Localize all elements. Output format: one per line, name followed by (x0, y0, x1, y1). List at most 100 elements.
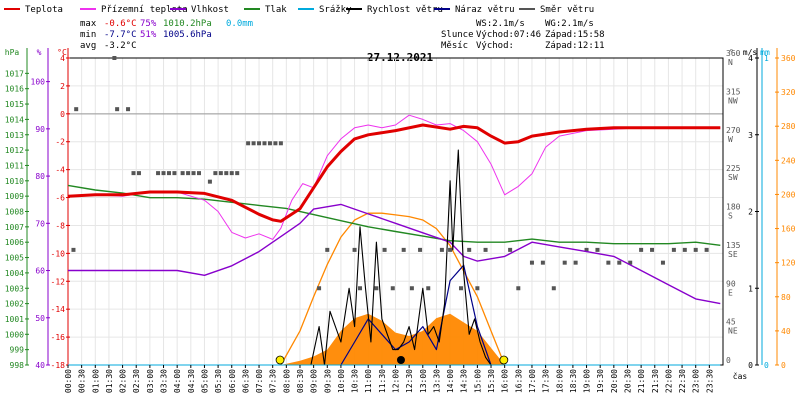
wind-direction-point (197, 171, 201, 176)
stat-min-press: 1005.6hPa (163, 30, 212, 40)
pressure-axis-tick-label: 1006 (5, 238, 24, 247)
pressure-axis-tick-label: 1008 (5, 208, 24, 217)
wind-axis-tick-label: 0 (748, 361, 753, 370)
wind-direction-point (448, 247, 453, 252)
legend-label: Přízemní teplota (101, 5, 188, 15)
wind-direction-point (161, 171, 166, 176)
x-tick-label: 18:30 (569, 369, 578, 393)
x-tick-label: 05:00 (200, 369, 209, 393)
x-tick-label: 16:00 (501, 369, 510, 393)
x-tick-label: 01:00 (91, 369, 100, 393)
temperature-axis-tick-label: -18 (51, 361, 66, 370)
solar-axis-tick-label: 200 (781, 190, 796, 199)
temperature-axis-tick-label: -6 (55, 194, 65, 203)
x-tick-label: 19:30 (596, 369, 605, 393)
humidity-axis-tick-label: 40 (35, 361, 45, 370)
x-tick-label: 10:30 (351, 369, 360, 393)
direction-tick-label: E (728, 288, 733, 297)
solar-radiation-area (280, 313, 505, 365)
temperature-axis-tick-label: -14 (51, 305, 66, 314)
wind-direction-point (115, 107, 120, 112)
wind-direction-point (459, 286, 463, 291)
pressure-axis-tick-label: 1000 (5, 330, 24, 339)
x-tick-label: 19:00 (583, 369, 592, 393)
wind-direction-point (317, 286, 322, 291)
wind-direction-point (136, 171, 141, 176)
x-tick-label: 03:30 (160, 369, 169, 393)
pressure-axis-unit: hPa (5, 48, 20, 57)
x-tick-label: 05:30 (214, 369, 223, 393)
wind-direction-point (562, 260, 567, 265)
legend-label: Teplota (25, 5, 63, 15)
wind-direction-point (131, 171, 136, 176)
wind-axis-tick-label: 2 (748, 208, 753, 217)
solar-axis-tick-label: 320 (781, 88, 796, 97)
wind-direction-point (483, 247, 488, 252)
x-tick-label: 20:00 (610, 369, 619, 393)
wind-direction-point (156, 171, 161, 176)
x-tick-label: 06:00 (228, 369, 237, 393)
legend-label: Náraz větru (455, 5, 515, 15)
solar-axis-tick-label: 120 (781, 259, 796, 268)
wind-direction-point (671, 247, 676, 252)
direction-tick-label: 90 (726, 279, 736, 288)
wind-direction-point (224, 171, 229, 176)
direction-unit: ° (729, 48, 734, 57)
x-tick-label: 15:00 (473, 369, 482, 393)
wind-direction-point (213, 171, 218, 176)
solar-axis-tick-label: 280 (781, 122, 796, 131)
solar-axis-tick-label: 360 (781, 54, 796, 63)
x-tick-label: 14:00 (446, 369, 455, 393)
x-tick-label: 07:00 (255, 369, 264, 393)
axes: 9989991000100110021003100410051006100710… (5, 48, 796, 370)
humidity-axis-tick-label: 100 (31, 78, 46, 87)
stat-max-rain: 0.0mm (226, 19, 253, 29)
stat-max-label: max (80, 19, 97, 29)
pressure-axis-tick-label: 1003 (5, 284, 24, 293)
x-tick-label: 23:00 (692, 369, 701, 393)
wind-direction-point (218, 171, 223, 176)
x-tick-label: 12:30 (405, 369, 414, 393)
wind-direction-point (508, 247, 513, 252)
wind-direction-point (693, 247, 698, 252)
wind-direction-point (660, 260, 665, 265)
direction-tick-label: 270 (726, 126, 741, 135)
wind-direction-point (516, 286, 521, 291)
wind-gust-line (340, 264, 492, 366)
humidity-axis-unit: % (37, 48, 42, 57)
wind-direction-point (229, 171, 234, 176)
pressure-axis-tick-label: 1007 (5, 223, 24, 232)
stats-block: max -0.6°C 75% 1010.2hPa 0.0mm min -7.7°… (80, 19, 253, 51)
wind-direction-point (401, 247, 406, 252)
pressure-axis-tick-label: 998 (10, 361, 25, 370)
theoretical-radiation-line (280, 212, 506, 366)
humidity-axis-tick-label: 60 (35, 267, 45, 276)
x-tick-label: 16:30 (514, 369, 523, 393)
x-axis: 00:00 00:30 01:00 01:30 02:00 02:30 03:00 03:30… (64, 365, 747, 393)
wind-direction-point (529, 260, 534, 265)
wind-axis-tick-label: 4 (748, 54, 753, 63)
pressure-axis-tick-label: 1005 (5, 254, 24, 263)
x-tick-label: 17:30 (542, 369, 551, 393)
pressure-axis-tick-label: 1016 (5, 85, 24, 94)
x-tick-label: 12:00 (392, 369, 401, 393)
humidity-line (68, 203, 721, 305)
legend-label: Tlak (265, 5, 287, 15)
direction-tick-label: SW (728, 173, 738, 182)
wind-gust-info: WG:2.1m/s (545, 19, 594, 29)
direction-tick-label: NW (728, 96, 738, 105)
legend-label: Směr větru (540, 5, 594, 15)
x-tick-label: 18:00 (555, 369, 564, 393)
wind-direction-point (166, 171, 171, 176)
x-tick-label: 04:30 (187, 369, 196, 393)
wind-direction-point (390, 286, 395, 291)
direction-tick-label: 315 (726, 87, 741, 96)
x-tick-label: 08:00 (282, 369, 291, 393)
x-tick-label: 14:30 (460, 369, 469, 393)
wind-direction-point (74, 107, 79, 112)
wind-direction-point (382, 247, 387, 252)
temperature-axis-tick-label: -16 (51, 333, 66, 342)
wind-direction-point (191, 171, 196, 176)
astro-info: WS:2.1m/s WG:2.1m/s Slunce Východ:07:46 … (441, 19, 605, 51)
